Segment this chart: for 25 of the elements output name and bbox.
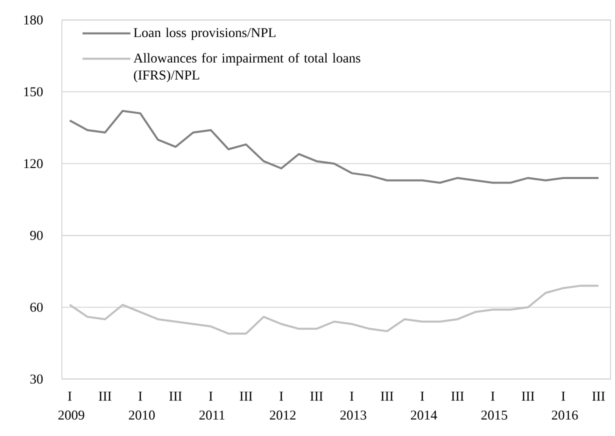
x-tick-label: III — [592, 392, 605, 401]
y-tick-label: 120 — [24, 159, 43, 168]
x-tick-label: III — [451, 392, 464, 401]
x-tick-label: I 2011 — [199, 392, 224, 420]
x-tick-label: I 2009 — [58, 392, 84, 420]
x-tick-label: I 2014 — [410, 392, 438, 420]
y-tick-label: 180 — [24, 15, 43, 25]
x-tick-label: I 2015 — [481, 392, 508, 420]
x-tick-label: III — [240, 392, 252, 401]
x-tick-label: I 2012 — [270, 392, 296, 420]
x-tick-label: III — [310, 392, 323, 401]
x-tick-label: III — [98, 392, 112, 401]
x-tick-label: III — [169, 392, 182, 401]
legend-label: Loan loss provisions/NPL — [134, 28, 276, 40]
y-tick-label: 60 — [30, 302, 43, 312]
x-tick-label: I 2010 — [128, 392, 155, 420]
x-tick-label: III — [380, 392, 394, 401]
legend-label: Allowances for impairment of total loans (IFRS)/NPL — [133, 53, 360, 82]
x-tick-label: III — [522, 392, 534, 401]
x-tick-label: I 2013 — [340, 392, 366, 420]
y-tick-label: 150 — [24, 87, 43, 96]
x-tick-label: I 2016 — [552, 392, 578, 420]
y-tick-label: 90 — [30, 230, 43, 240]
y-tick-label: 30 — [30, 374, 43, 384]
line-series — [68, 284, 600, 335]
